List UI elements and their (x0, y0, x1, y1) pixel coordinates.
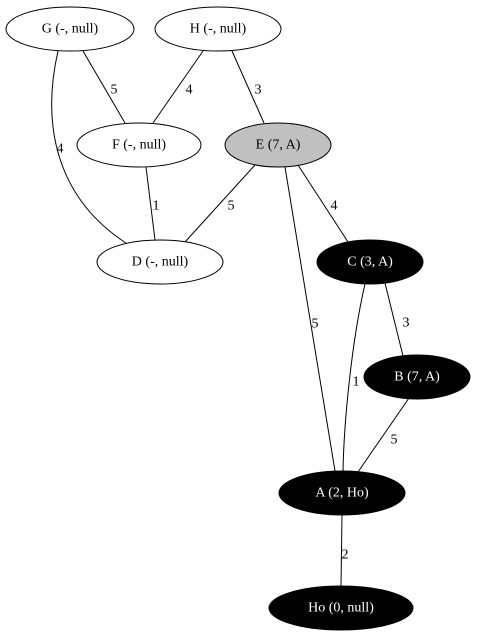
node-ellipse (224, 122, 332, 168)
edge-e-c (297, 164, 349, 243)
edge-e-d (184, 164, 256, 243)
edge-weight-label: 3 (403, 316, 410, 331)
node-ellipse (76, 122, 202, 168)
node-ho: Ho (0, null) (268, 585, 414, 631)
node-d: D (-, null) (96, 239, 224, 285)
node-e: E (7, A) (224, 122, 332, 168)
edge-weight-label: 4 (186, 83, 193, 98)
edge-weight-label: 3 (255, 83, 262, 98)
edges-layer (51, 50, 410, 587)
edge-a-ho (340, 514, 343, 587)
node-h: H (-, null) (154, 6, 282, 52)
node-ellipse (154, 6, 282, 52)
node-ellipse (363, 354, 471, 400)
node-f: F (-, null) (76, 122, 202, 168)
edge-h-f (152, 50, 204, 124)
node-label: D (-, null) (132, 255, 189, 270)
edge-weight-label: 1 (353, 375, 360, 390)
node-ellipse (316, 239, 424, 285)
edge-c-a (342, 283, 366, 472)
node-b: B (7, A) (363, 354, 471, 400)
edge-h-e (231, 50, 265, 124)
node-label: G (-, null) (42, 22, 99, 37)
edge-weight-label: 5 (391, 433, 398, 448)
edge-weight-label: 5 (228, 199, 235, 214)
node-ellipse (5, 6, 135, 52)
edge-b-a (357, 397, 410, 473)
nodes-layer: G (-, null) H (-, null) F (-, null) E (7, A… (5, 6, 471, 631)
node-label: E (7, A) (256, 138, 301, 153)
edge-g-d (51, 50, 127, 244)
edge-g-f (82, 50, 126, 124)
edge-labels-layer: 5 4 4 3 1 5 4 5 3 1 5 2 (57, 83, 410, 563)
node-ellipse (278, 470, 406, 516)
edge-c-b (384, 282, 404, 357)
edge-weight-label: 4 (57, 142, 64, 157)
node-label: H (-, null) (190, 22, 247, 37)
node-label: A (2, Ho) (315, 486, 369, 501)
node-g: G (-, null) (5, 6, 135, 52)
node-ellipse (268, 585, 414, 631)
node-c: C (3, A) (316, 239, 424, 285)
node-label: Ho (0, null) (308, 601, 374, 616)
node-label: F (-, null) (112, 138, 166, 153)
node-a: A (2, Ho) (278, 470, 406, 516)
node-label: B (7, A) (394, 370, 440, 385)
edge-weight-label: 5 (111, 83, 118, 98)
edge-weight-label: 4 (331, 199, 338, 214)
node-label: C (3, A) (347, 255, 393, 270)
edge-weight-label: 1 (153, 199, 160, 214)
edge-f-d (145, 166, 156, 241)
edge-weight-label: 2 (342, 548, 349, 563)
node-ellipse (96, 239, 224, 285)
edge-e-a (284, 166, 336, 472)
edge-weight-label: 5 (312, 317, 319, 332)
